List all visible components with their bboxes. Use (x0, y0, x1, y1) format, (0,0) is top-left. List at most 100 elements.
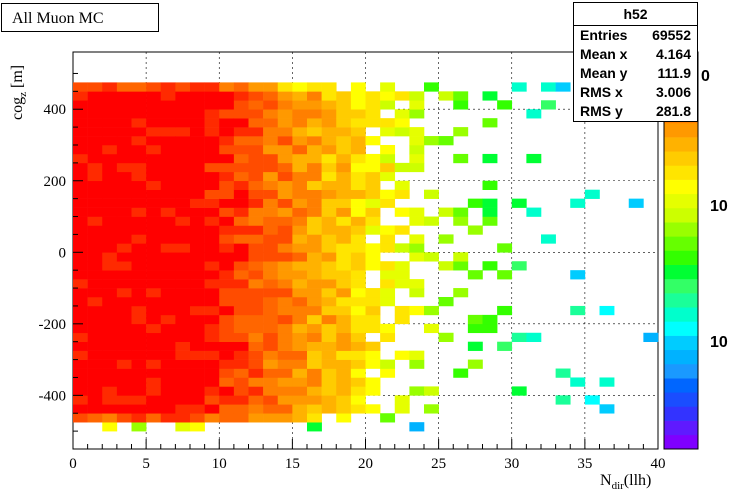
heatmap-cell (190, 252, 205, 262)
heatmap-cell (424, 404, 439, 414)
heatmap-cell (219, 332, 235, 343)
heatmap-cell (146, 109, 162, 119)
heatmap-cell (409, 136, 425, 146)
heatmap-cell (350, 305, 366, 316)
heatmap-cell (175, 377, 191, 387)
heatmap-cell (482, 323, 498, 334)
heatmap-cell (175, 136, 191, 146)
heatmap-cell (277, 198, 293, 208)
heatmap-cell (233, 323, 249, 334)
heatmap-cell (336, 404, 352, 414)
heatmap-cell (102, 162, 118, 173)
heatmap-cell (307, 288, 322, 298)
heatmap-cell (160, 261, 176, 271)
palette-swatch (664, 264, 698, 280)
palette-swatch (664, 307, 698, 322)
heatmap-cell (307, 261, 322, 271)
heatmap-cell (380, 91, 396, 101)
heatmap-cell (277, 109, 293, 119)
heatmap-cell (248, 91, 264, 101)
heatmap-cell (350, 153, 366, 164)
heatmap-cell (219, 341, 235, 351)
heatmap-cell (146, 82, 162, 92)
heatmap-cell (204, 225, 220, 235)
heatmap-cell (307, 359, 322, 369)
heatmap-cell (102, 136, 118, 146)
stats-label: Entries (580, 27, 628, 43)
heatmap-cell (292, 404, 308, 414)
heatmap-cell (307, 377, 322, 387)
heatmap-cell (570, 198, 586, 208)
heatmap-cell (307, 234, 322, 244)
heatmap-cell (116, 386, 132, 396)
heatmap-cell (380, 296, 396, 307)
heatmap-cell (233, 171, 249, 182)
heatmap-cell (307, 127, 322, 137)
heatmap-cell (307, 395, 322, 405)
heatmap-cell (73, 225, 88, 235)
heatmap-cell (190, 127, 205, 137)
heatmap-cell (350, 279, 366, 289)
heatmap-cell (482, 198, 498, 208)
heatmap-cell (73, 180, 88, 190)
heatmap-cell (394, 395, 410, 405)
heatmap-cell (204, 153, 220, 164)
heatmap-cell (87, 189, 103, 199)
heatmap-cell (190, 118, 205, 128)
heatmap-cell (350, 270, 366, 280)
heatmap-cell (394, 91, 410, 101)
heatmap-cell (190, 305, 205, 316)
heatmap-cell (277, 216, 293, 226)
heatmap-cell (321, 118, 337, 128)
heatmap-cell (219, 82, 235, 92)
stats-row: Mean x 4.164 (574, 45, 697, 64)
heatmap-cell (321, 404, 337, 414)
heatmap-cell (219, 279, 235, 289)
heatmap-cell (277, 91, 293, 101)
heatmap-cell (175, 189, 191, 199)
heatmap-cell (292, 305, 308, 316)
heatmap-cell (190, 377, 205, 387)
stats-label: RMS x (580, 84, 623, 100)
heatmap-cell (511, 82, 527, 92)
heatmap-cell (160, 359, 176, 369)
heatmap-cell (73, 305, 88, 316)
heatmap-cell (73, 127, 88, 137)
heatmap-cell (204, 82, 220, 92)
heatmap-cell (204, 243, 220, 253)
heatmap-cell (219, 359, 235, 369)
heatmap-cell (233, 243, 249, 253)
heatmap-cell (190, 395, 205, 405)
y-tick-label: -400 (39, 388, 67, 404)
heatmap-cell (219, 243, 235, 253)
heatmap-cell (131, 216, 147, 226)
heatmap-cell (365, 243, 381, 253)
heatmap-cell (160, 413, 176, 423)
heatmap-cell (336, 91, 352, 101)
heatmap-cell (219, 386, 235, 396)
heatmap-cell (116, 171, 132, 182)
heatmap-cell (350, 118, 366, 128)
palette-swatch (664, 321, 698, 336)
heatmap-cell (350, 323, 366, 334)
heatmap-cell (116, 261, 132, 271)
heatmap-cell (350, 341, 366, 351)
palette-swatch (664, 122, 698, 138)
palette-swatch (664, 392, 698, 407)
heatmap-cell (292, 386, 308, 396)
heatmap-cell (350, 189, 366, 199)
heatmap-cell (321, 386, 337, 396)
heatmap-cell (263, 189, 279, 199)
heatmap-cell (116, 368, 132, 378)
heatmap-cell (248, 118, 264, 128)
heatmap-cell (307, 207, 322, 217)
heatmap-cell (175, 332, 191, 343)
heatmap-cell (131, 153, 147, 164)
heatmap-cell (87, 350, 103, 360)
heatmap-cell (73, 162, 88, 173)
stats-label: Mean x (580, 46, 628, 62)
heatmap-cell (307, 171, 322, 182)
heatmap-cell (102, 368, 118, 378)
palette-swatch (664, 406, 698, 421)
heatmap-cell (73, 288, 88, 298)
